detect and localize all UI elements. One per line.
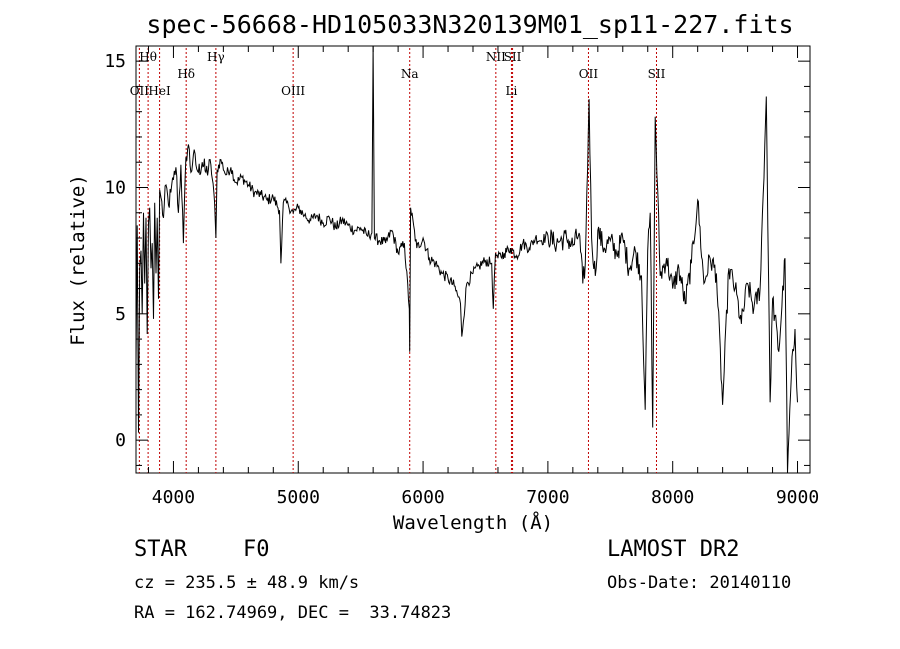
obs-date-text: Obs-Date: 20140110	[607, 573, 792, 593]
x-tick-label: 4000	[152, 487, 195, 508]
spectral-line-label: Na	[401, 67, 419, 81]
spectral-line-label: Hγ	[207, 50, 225, 64]
y-axis-label: Flux (relative)	[67, 174, 89, 346]
chart-title: spec-56668-HD105033N320139M01_sp11-227.f…	[146, 10, 793, 39]
spectral-line-label: Hθ	[139, 50, 157, 64]
y-tick-label: 15	[104, 51, 126, 72]
spectral-line-label: Li	[506, 84, 518, 98]
object-subclass: F0	[243, 537, 270, 562]
y-tick-label: 0	[115, 430, 126, 451]
x-tick-label: 6000	[401, 487, 444, 508]
plot-frame	[135, 45, 811, 474]
x-tick-label: 5000	[277, 487, 320, 508]
x-axis-label: Wavelength (Å)	[393, 511, 553, 534]
spectral-line-label: SII	[648, 67, 666, 81]
spectral-line-label: OII	[130, 84, 150, 98]
x-tick-label: 9000	[776, 487, 819, 508]
spectral-line-label: SII	[504, 50, 522, 64]
survey-name: LAMOST DR2	[607, 537, 740, 562]
spectrum-line	[135, 45, 798, 474]
object-class: STAR	[134, 537, 187, 562]
y-tick-label: 10	[104, 177, 126, 198]
coordinates-text: RA = 162.74969, DEC = 33.74823	[134, 603, 452, 623]
x-tick-label: 7000	[526, 487, 569, 508]
axis-ticks: 4000 5000 6000 7000 8000 9000 0 5 10 15	[104, 46, 819, 508]
redshift-text: cz = 235.5 ± 48.9 km/s	[134, 573, 360, 593]
spectral-line-label: OIII	[281, 84, 305, 98]
spectral-line-label: OII	[579, 67, 599, 81]
y-tick-label: 5	[115, 304, 126, 325]
x-tick-label: 8000	[651, 487, 694, 508]
spectral-line-label: HeI	[148, 84, 171, 98]
spectral-line-label: NII	[486, 50, 506, 64]
spectral-line-label: Hδ	[177, 67, 195, 81]
